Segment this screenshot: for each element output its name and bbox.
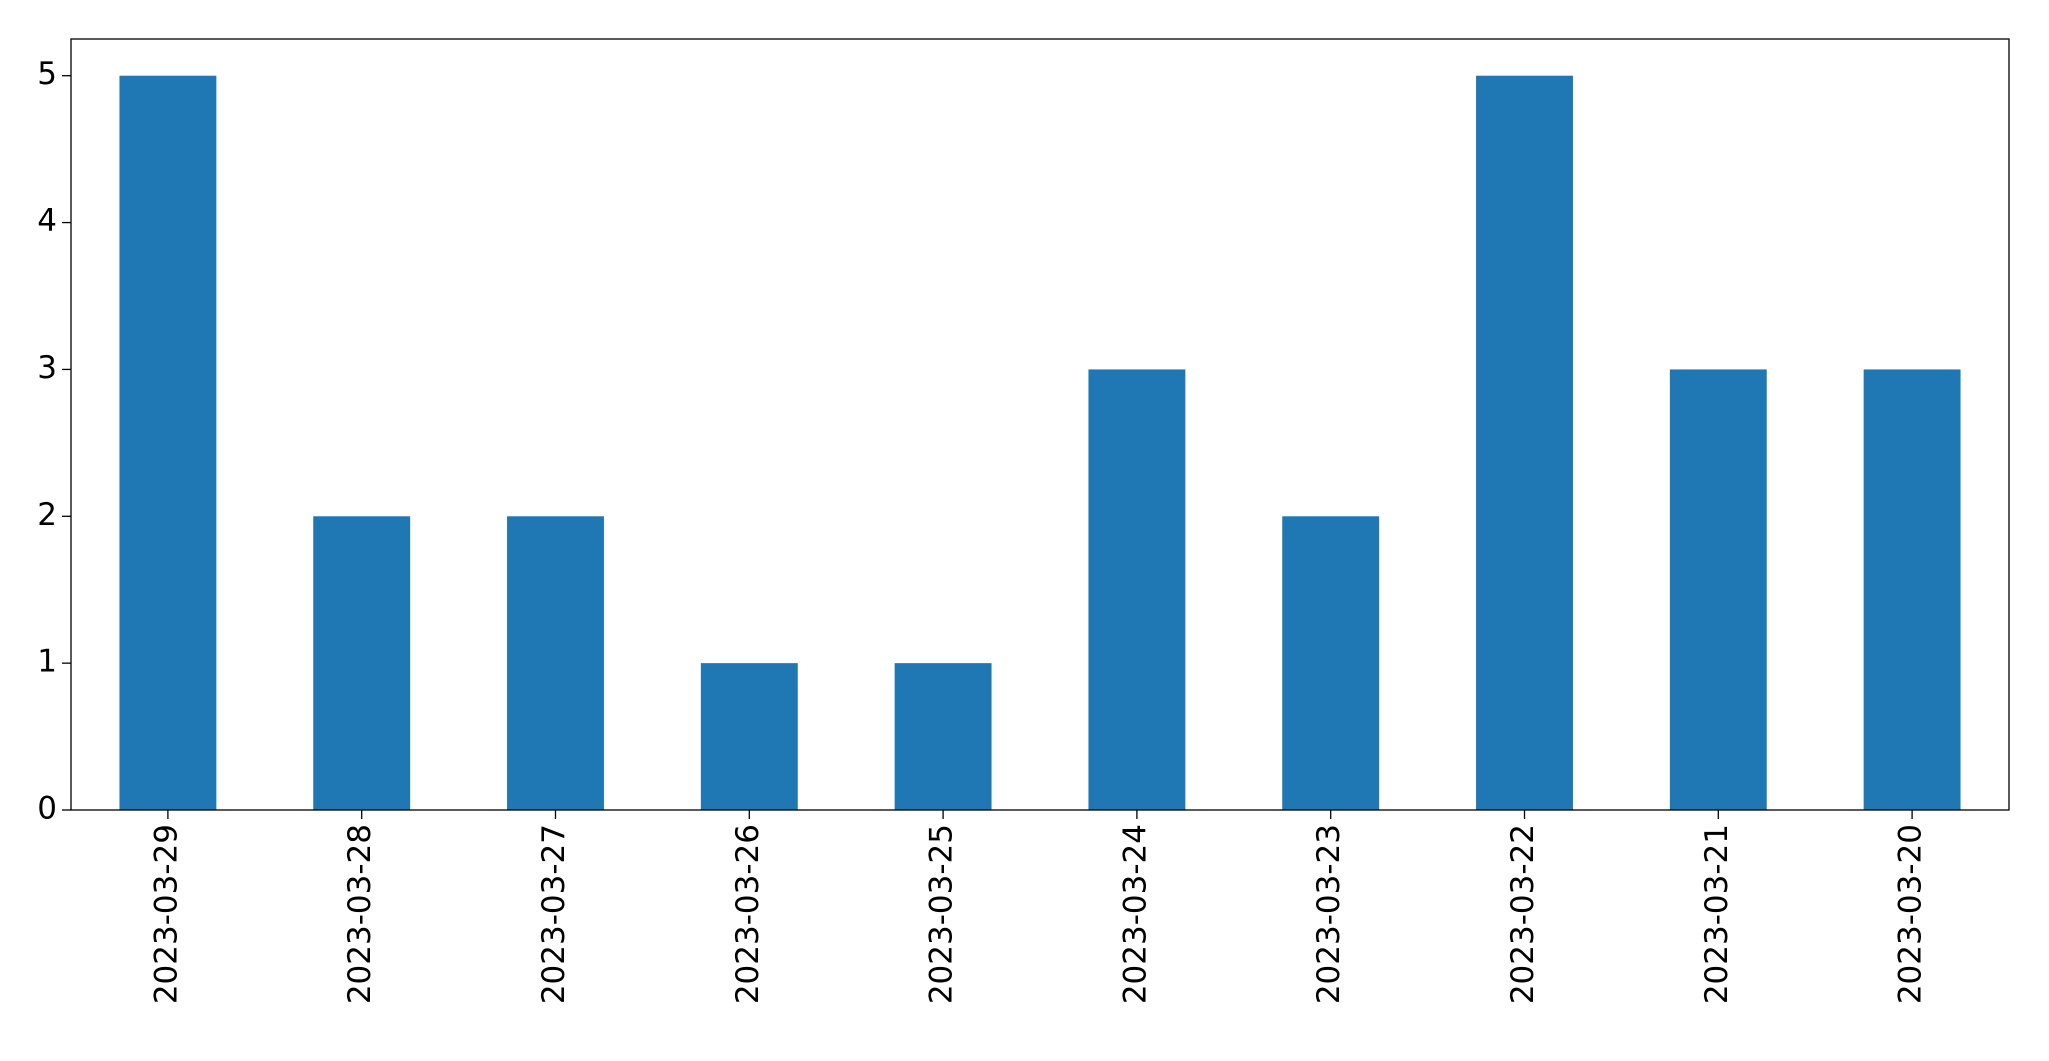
x-tick-label: 2023-03-24 xyxy=(1117,824,1153,1004)
x-tick-label: 2023-03-26 xyxy=(730,824,766,1004)
bar xyxy=(1282,516,1380,810)
x-tick-label: 2023-03-22 xyxy=(1505,824,1541,1004)
x-tick-label: 2023-03-21 xyxy=(1699,824,1735,1004)
y-tick-label: 3 xyxy=(37,350,57,386)
x-tick-label: 2023-03-20 xyxy=(1893,824,1929,1004)
bar xyxy=(1863,369,1961,810)
bar xyxy=(1669,369,1767,810)
x-tick-label: 2023-03-25 xyxy=(924,824,960,1004)
x-tick-label: 2023-03-27 xyxy=(536,824,572,1004)
y-tick-label: 0 xyxy=(37,791,57,827)
y-tick-label: 5 xyxy=(37,56,57,92)
bar xyxy=(700,663,798,810)
bar xyxy=(119,75,217,810)
y-tick-label: 1 xyxy=(37,644,57,680)
bar xyxy=(1088,369,1186,810)
y-tick-label: 4 xyxy=(37,203,57,239)
bar xyxy=(894,663,992,810)
bar xyxy=(507,516,604,810)
plot-frame xyxy=(70,38,2010,811)
bar xyxy=(313,516,411,810)
y-tick-label: 2 xyxy=(37,497,57,533)
x-tick-label: 2023-03-28 xyxy=(342,824,378,1004)
x-tick-label: 2023-03-29 xyxy=(148,824,184,1004)
bar xyxy=(1476,75,1573,810)
x-tick-label: 2023-03-23 xyxy=(1311,824,1347,1004)
